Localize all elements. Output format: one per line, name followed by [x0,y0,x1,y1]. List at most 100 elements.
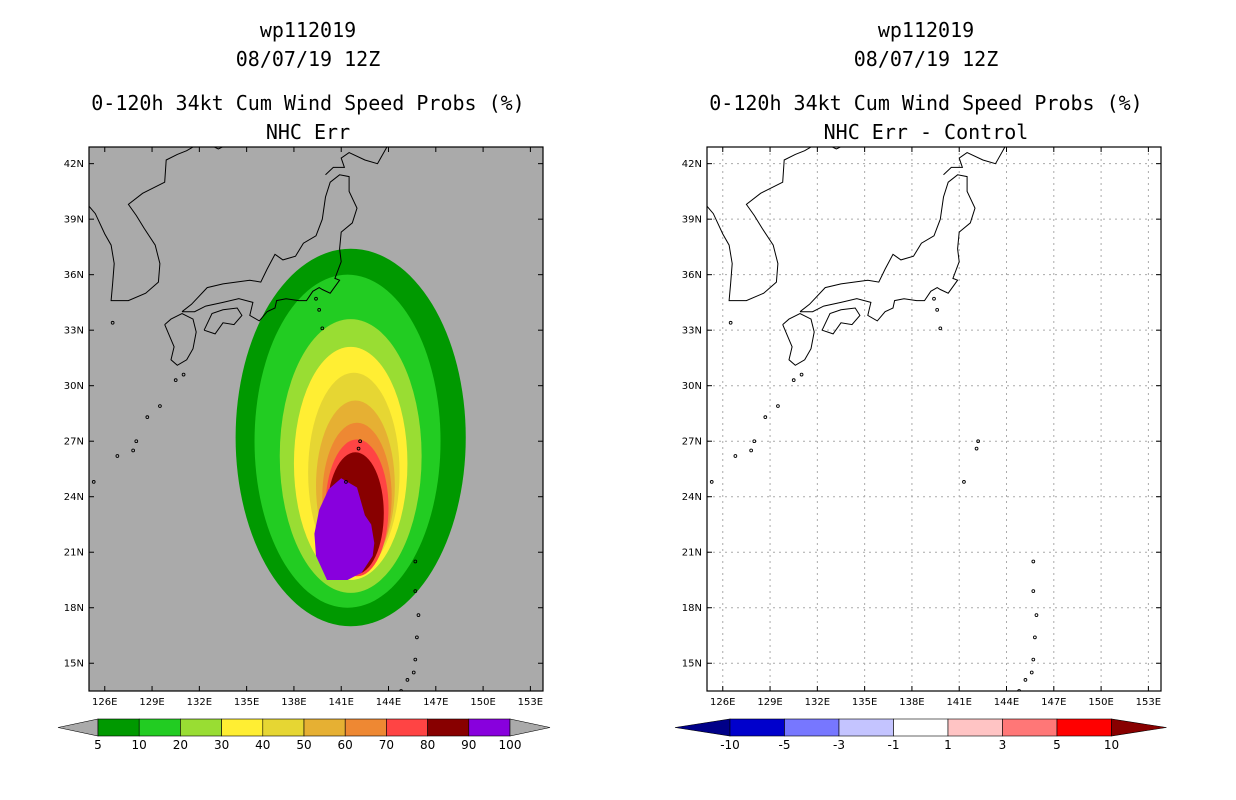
island [693,488,696,491]
island [344,480,348,484]
island [1017,689,1021,691]
colorbar-label: 30 [214,738,229,752]
left-title-storm: wp112019 [259,18,357,42]
island [763,415,768,419]
y-tick-label: 30N [64,381,84,392]
island [131,448,135,453]
y-tick-label: 27N [64,437,84,448]
island [405,678,410,682]
colorbar-low-arrow [57,718,99,737]
colorbar-high-arrow [1111,718,1167,737]
y-tick-label: 30N [682,381,702,392]
colorbar-swatch [784,718,840,737]
island [411,670,416,675]
x-tick-label: 126E [92,697,117,708]
coastline [164,312,197,366]
right-colorbar: -10 -5 -3 -1 1 3 5 10 [674,718,1167,752]
y-tick-label: 21N [64,548,84,559]
x-tick-label: 141E [947,697,972,708]
left-colorbar: 5 10 20 30 40 50 60 70 80 90 100 [57,718,551,752]
colorbar-swatch [262,718,305,737]
colorbar-swatch [947,718,1003,737]
x-tick-label: 153E [1136,697,1161,708]
colorbar-swatch [893,718,949,737]
left-title-time: 08/07/19 12Z [235,47,381,71]
colorbar-label: -10 [720,738,740,752]
colorbar-label: 10 [132,738,147,752]
colorbar-swatch [303,718,346,737]
probability-contour-10 [254,274,441,608]
y-tick-label: 18N [64,603,84,614]
left-map-frame [88,146,544,692]
y-tick-label: 36N [64,270,84,281]
colorbar-label: 5 [94,738,102,752]
colorbar-label: 5 [1053,738,1061,752]
probability-contour-30 [293,346,408,580]
colorbar-label: 10 [1104,738,1119,752]
island [776,404,780,408]
colorbar-low-arrow [674,718,731,737]
probability-contour-60 [322,422,392,571]
island [110,320,115,325]
right-title-time: 08/07/19 12Z [853,47,999,71]
left-title-sub: NHC Err [265,120,351,144]
right-map-plot: 126E 129E 132E 135E 138E 141E 144E 147E 150E 153E… [682,146,1162,708]
island [1033,635,1037,640]
probability-contour-5 [235,248,466,627]
y-tick-label: 18N [682,603,702,614]
colorbar-label: 40 [255,738,270,752]
colorbar-swatch [729,718,785,737]
right-title-sub: NHC Err - Control [823,120,1029,144]
island [158,404,162,408]
coastline [799,174,976,322]
island [75,488,78,491]
x-tick-label: 150E [1088,697,1113,708]
left-map-plot: 126E 129E 132E 135E 138E 141E 144E 147E 150E 153E… [64,146,544,708]
x-tick-label: 138E [281,697,306,708]
right-title-product: 0-120h 34kt Cum Wind Speed Probs (%) [709,91,1143,115]
x-tick-label: 147E [423,697,448,708]
x-tick-label: 135E [852,697,877,708]
x-tick-label: 132E [187,697,212,708]
island [181,372,186,377]
probability-contour-80 [327,452,384,575]
left-map-background [89,147,543,691]
colorbar-label: 70 [379,738,394,752]
coastline [821,307,861,335]
colorbar-label: -5 [779,738,791,752]
colorbar-swatch [1056,718,1112,737]
island [1031,657,1036,662]
colorbar-swatch [386,718,428,737]
island [1023,678,1028,682]
island [134,439,139,444]
colorbar-label: 60 [338,738,353,752]
island [317,307,322,312]
island [932,296,936,301]
y-tick-label: 39N [64,215,84,226]
x-tick-label: 126E [710,697,735,708]
x-tick-label: 147E [1041,697,1066,708]
x-tick-label: 150E [470,697,495,708]
x-tick-label: 129E [139,697,164,708]
island [115,454,120,458]
colorbar-label: 80 [420,738,435,752]
island [145,415,150,419]
y-tick-label: 33N [64,326,84,337]
x-tick-label: 141E [329,697,354,708]
colorbar-label: 20 [173,738,188,752]
colorbar-high-arrow [509,718,551,737]
coastline [203,307,243,335]
y-tick-label: 24N [682,492,702,503]
probability-contour-70 [325,439,389,577]
coastline [181,174,358,322]
island [1031,559,1036,564]
coastline [325,147,400,176]
colorbar-label: 100 [499,738,522,752]
island [416,613,421,617]
island [974,446,979,451]
x-tick-label: 144E [994,697,1019,708]
probability-contour-50 [316,400,395,571]
x-tick-label: 132E [805,697,830,708]
colorbar-swatch [221,718,264,737]
colorbar-swatch [427,718,470,737]
